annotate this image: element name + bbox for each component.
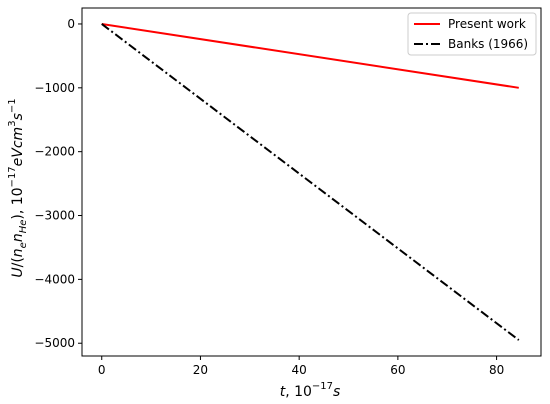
x-axis-label: t, 10−17s xyxy=(280,381,341,400)
legend-label-1: Present work xyxy=(448,17,526,31)
x-tick-label: 0 xyxy=(98,363,106,377)
y-tick-label: −2000 xyxy=(34,145,75,159)
y-tick-label: −1000 xyxy=(34,81,75,95)
plot-frame xyxy=(81,7,542,357)
series-line-1 xyxy=(101,22,519,89)
x-tick-label: 80 xyxy=(489,363,504,377)
ticks: 0 20 40 60 80 0 −1000 −2000 −3000 −4000 −5000 xyxy=(34,17,504,377)
x-tick-label: 60 xyxy=(390,363,405,377)
y-axis-label: U/(nenHe), 10−17eVcm3s−1 xyxy=(7,98,29,277)
legend: Present work Banks (1966) xyxy=(407,12,537,56)
x-tick-label: 40 xyxy=(292,363,307,377)
legend-label-2: Banks (1966) xyxy=(448,37,528,51)
y-tick-label: −5000 xyxy=(34,336,75,350)
y-tick-label: 0 xyxy=(67,17,75,31)
plot-marks xyxy=(101,22,520,341)
series-line-2 xyxy=(101,23,520,341)
y-tick-label: −4000 xyxy=(34,272,75,286)
y-tick-label: −3000 xyxy=(34,209,75,223)
x-tick-label: 20 xyxy=(193,363,208,377)
